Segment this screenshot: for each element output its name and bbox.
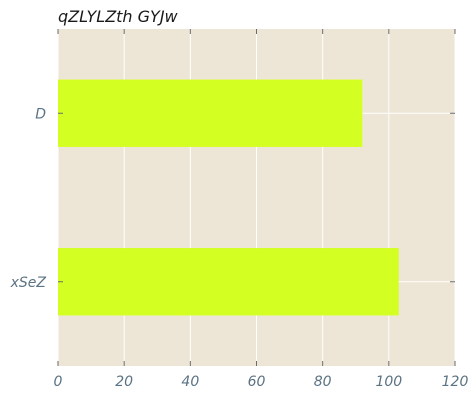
x-tick-label: 40: [181, 374, 199, 390]
chart-title: qZLYLZth GYJw: [58, 7, 179, 26]
bar-xsez: [58, 248, 399, 316]
x-tick-label: 60: [248, 374, 266, 390]
x-tick-label: 80: [314, 374, 332, 390]
x-tick-label: 120: [442, 374, 469, 390]
axis-ticks: [57, 29, 456, 366]
x-tick-label: 100: [375, 374, 402, 390]
bars: [58, 79, 399, 316]
bar-d: [58, 79, 363, 147]
y-tick-label: D: [35, 106, 46, 122]
y-tick-label: xSeZ: [10, 275, 47, 291]
x-tick-label: 20: [115, 374, 133, 390]
x-tick-label: 0: [54, 374, 63, 390]
